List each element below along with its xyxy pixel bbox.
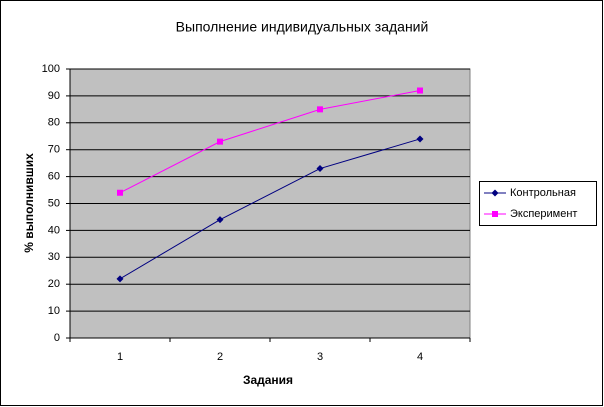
- y-tick-label: 100: [42, 63, 60, 75]
- y-tick-label: 20: [48, 278, 60, 290]
- data-point: [417, 87, 423, 94]
- data-point: [317, 106, 323, 113]
- data-point: [116, 275, 124, 283]
- series-line: [119, 90, 421, 194]
- x-axis-label: Задания: [243, 373, 293, 387]
- legend-label: Контрольная: [510, 187, 576, 199]
- y-axis-label: % выполнивших: [22, 153, 36, 253]
- chart-title: Выполнение индивидуальных заданий: [176, 19, 429, 35]
- legend-box: [479, 181, 597, 226]
- y-tick-label: 40: [48, 224, 60, 236]
- y-tick-label: 0: [54, 332, 60, 344]
- y-tick-label: 90: [48, 90, 60, 102]
- legend-marker: [491, 189, 499, 197]
- x-tick-label: 4: [417, 351, 423, 363]
- data-point: [416, 135, 424, 143]
- y-tick-label: 60: [48, 171, 60, 183]
- y-tick-label: 70: [48, 144, 60, 156]
- data-point: [117, 189, 123, 196]
- x-tick-label: 3: [317, 351, 323, 363]
- x-tick-label: 1: [117, 351, 123, 363]
- series-line: [119, 138, 421, 280]
- legend-label: Эксперимент: [510, 208, 577, 220]
- y-tick-label: 10: [48, 305, 60, 317]
- y-tick-label: 80: [48, 117, 60, 129]
- x-tick-label: 2: [217, 351, 223, 363]
- legend-marker: [492, 211, 498, 217]
- data-point: [216, 216, 224, 224]
- y-tick-label: 50: [48, 197, 60, 209]
- data-point: [316, 165, 324, 173]
- data-point: [217, 138, 223, 145]
- y-tick-label: 30: [48, 251, 60, 263]
